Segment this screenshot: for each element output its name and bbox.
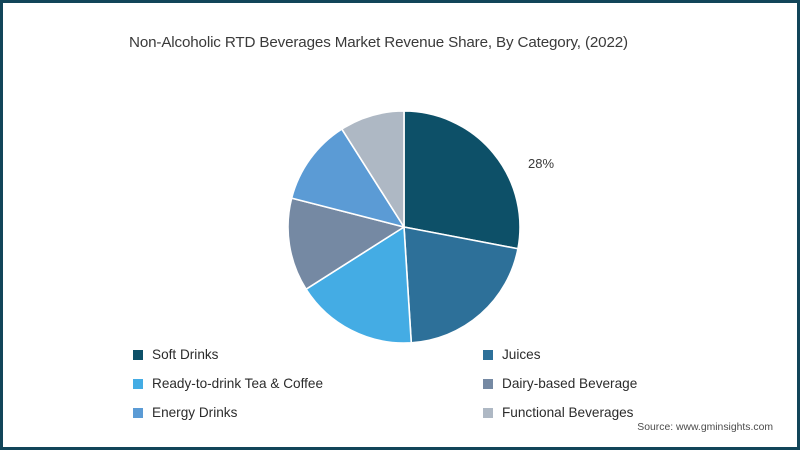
legend-item-label: Functional Beverages (502, 404, 634, 420)
pie-slice (290, 128, 405, 228)
chart-legend: Soft Drinks Juices Ready-to-drink Tea & Co… (133, 340, 703, 427)
legend-item-label: Juices (502, 346, 541, 362)
data-label-soft-drinks: 28% (528, 156, 555, 171)
pie-slice (341, 110, 405, 228)
legend-item[interactable]: Ready-to-drink Tea & Coffee (133, 377, 483, 391)
source-attribution: Source: www.gminsights.com (637, 422, 773, 433)
pie-slice (305, 226, 413, 344)
pie-slice-group (287, 110, 521, 344)
legend-swatch-icon (133, 349, 143, 360)
legend-swatch-icon (133, 378, 143, 389)
pie-slice (403, 110, 521, 250)
legend-swatch-icon (483, 378, 493, 389)
legend-item[interactable]: Juices (483, 348, 703, 362)
legend-item-label: Ready-to-drink Tea & Coffee (152, 375, 324, 391)
legend-item[interactable]: Dairy-based Beverage (483, 377, 703, 391)
legend-item[interactable]: Functional Beverages (483, 406, 703, 420)
pie-chart-svg (287, 110, 521, 344)
legend-item-label: Dairy-based Beverage (502, 375, 638, 391)
legend-swatch-icon (483, 407, 493, 418)
legend-item[interactable]: Soft Drinks (133, 348, 483, 362)
legend-swatch-icon (133, 407, 143, 418)
page-title: Non-Alcoholic RTD Beverages Market Reven… (129, 34, 628, 51)
pie-slice (287, 197, 405, 290)
pie-slice (403, 226, 519, 344)
legend-item-label: Soft Drinks (152, 346, 219, 362)
legend-item-label: Energy Drinks (152, 404, 238, 420)
legend-item[interactable]: Energy Drinks (133, 406, 483, 420)
legend-swatch-icon (483, 349, 493, 360)
pie-chart (287, 110, 521, 344)
